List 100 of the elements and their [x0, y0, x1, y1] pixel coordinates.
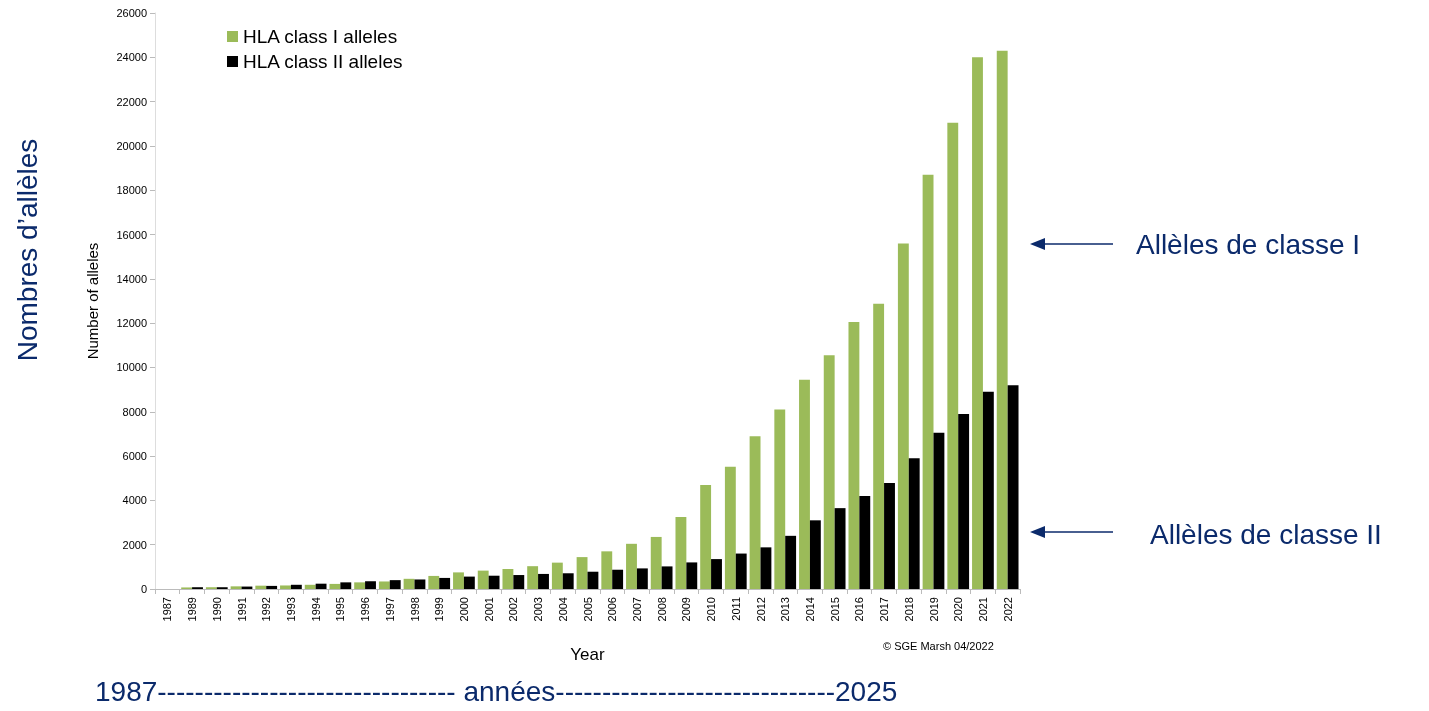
- bar: [365, 581, 376, 589]
- bar: [576, 557, 588, 589]
- y-tick-label: 24000: [116, 51, 147, 64]
- x-tick-label: 1996: [359, 597, 372, 622]
- bar: [329, 583, 341, 589]
- x-tick-label: 2018: [902, 597, 915, 622]
- y-tick-label: 12000: [116, 317, 147, 330]
- x-tick-label: 2021: [976, 597, 989, 622]
- bar: [650, 536, 662, 589]
- bar: [711, 559, 722, 589]
- text: 1987-------------------------------- années------------------------------2025: [95, 676, 898, 708]
- bar: [947, 122, 959, 589]
- x-tick-label: 2005: [581, 597, 594, 622]
- x-tick-label: 1997: [383, 597, 396, 622]
- bar: [897, 243, 909, 589]
- bar: [735, 553, 747, 589]
- x-tick-label: 2002: [507, 597, 520, 622]
- x-tick-label: 2019: [927, 597, 940, 622]
- x-tick-label: 1992: [260, 597, 273, 622]
- x-tick-label: 2013: [779, 597, 792, 622]
- x-tick-label: 2000: [457, 597, 470, 622]
- x-tick-label: 2022: [1001, 597, 1014, 622]
- bar: [280, 585, 291, 589]
- bar: [601, 551, 613, 589]
- x-tick-label: 2020: [952, 597, 965, 622]
- x-axis-title: Year: [570, 645, 606, 664]
- x-tick-label: 2011: [729, 597, 742, 621]
- y-tick-label: 16000: [116, 228, 147, 241]
- bar: [636, 568, 648, 589]
- bar: [230, 586, 242, 589]
- x-tick-label: 2010: [705, 597, 718, 622]
- bar: [933, 432, 945, 589]
- bar: [453, 572, 464, 589]
- y-tick-label: 10000: [116, 361, 147, 374]
- bar: [428, 575, 440, 589]
- x-tick-label: 1993: [284, 597, 297, 622]
- bar: [414, 579, 426, 589]
- bar: [873, 303, 885, 589]
- bar: [562, 573, 574, 589]
- bar: [958, 413, 970, 589]
- bar: [884, 483, 895, 589]
- bar: [785, 535, 797, 589]
- bar: [255, 585, 267, 589]
- x-tick-label: 2004: [556, 597, 569, 622]
- bar: [340, 582, 352, 589]
- bar: [626, 543, 637, 589]
- bar: [661, 566, 673, 589]
- bar: [354, 582, 366, 589]
- bar: [587, 571, 599, 589]
- bar: [463, 576, 475, 589]
- x-tick-label: 1998: [408, 597, 421, 622]
- x-tick-label: 2017: [878, 597, 891, 622]
- x-tick-label: 2007: [630, 597, 643, 622]
- bar: [700, 484, 712, 589]
- bar: [749, 436, 761, 589]
- bar: [513, 575, 525, 589]
- x-tick-label: 1991: [235, 597, 248, 622]
- x-tick-label: 2008: [655, 597, 668, 622]
- x-tick-label: 2001: [482, 597, 495, 622]
- bar: [724, 466, 736, 589]
- bar: [675, 517, 687, 589]
- text: © SGE Marsh 04/2022: [883, 640, 994, 652]
- bar: [760, 547, 772, 589]
- bar: [848, 322, 860, 589]
- x-tick-label: 1987: [161, 597, 174, 622]
- y-tick-label: 2000: [122, 538, 147, 551]
- x-tick-label: 2006: [606, 597, 619, 622]
- y-tick-label: 6000: [122, 450, 147, 463]
- bar: [908, 458, 920, 589]
- bar: [972, 57, 983, 589]
- x-tick-label: 2003: [532, 597, 545, 622]
- y-tick-label: 26000: [116, 7, 147, 19]
- y-tick-label: 4000: [122, 494, 147, 507]
- bar: [502, 569, 514, 589]
- text: Allèles de classe II: [1150, 519, 1382, 551]
- x-tick-label: 2014: [803, 597, 816, 622]
- bar: [551, 562, 563, 589]
- bar: [982, 391, 994, 589]
- x-tick-label: 1989: [186, 597, 199, 622]
- bar: [378, 581, 390, 589]
- x-tick-label: 2009: [680, 597, 693, 622]
- bar: [266, 585, 278, 589]
- bar: [834, 508, 846, 589]
- y-tick-label: 8000: [122, 405, 147, 418]
- legend-label: HLA class I alleles: [243, 26, 398, 47]
- x-tick-label: 1999: [433, 597, 446, 622]
- y-tick-label: 0: [140, 583, 147, 595]
- y-axis-title: Number of alleles: [84, 242, 101, 360]
- bar: [315, 583, 327, 589]
- x-tick-label: 1995: [334, 597, 347, 622]
- bar: [922, 174, 934, 589]
- bar: [774, 409, 786, 589]
- bar: [488, 575, 500, 589]
- bar: [612, 569, 624, 589]
- bar: [389, 580, 401, 589]
- bar: [477, 570, 489, 589]
- bar: [304, 584, 316, 589]
- x-tick-label: 2016: [853, 597, 866, 622]
- bar: [996, 50, 1008, 589]
- text: Nombres d’allèles: [12, 138, 44, 362]
